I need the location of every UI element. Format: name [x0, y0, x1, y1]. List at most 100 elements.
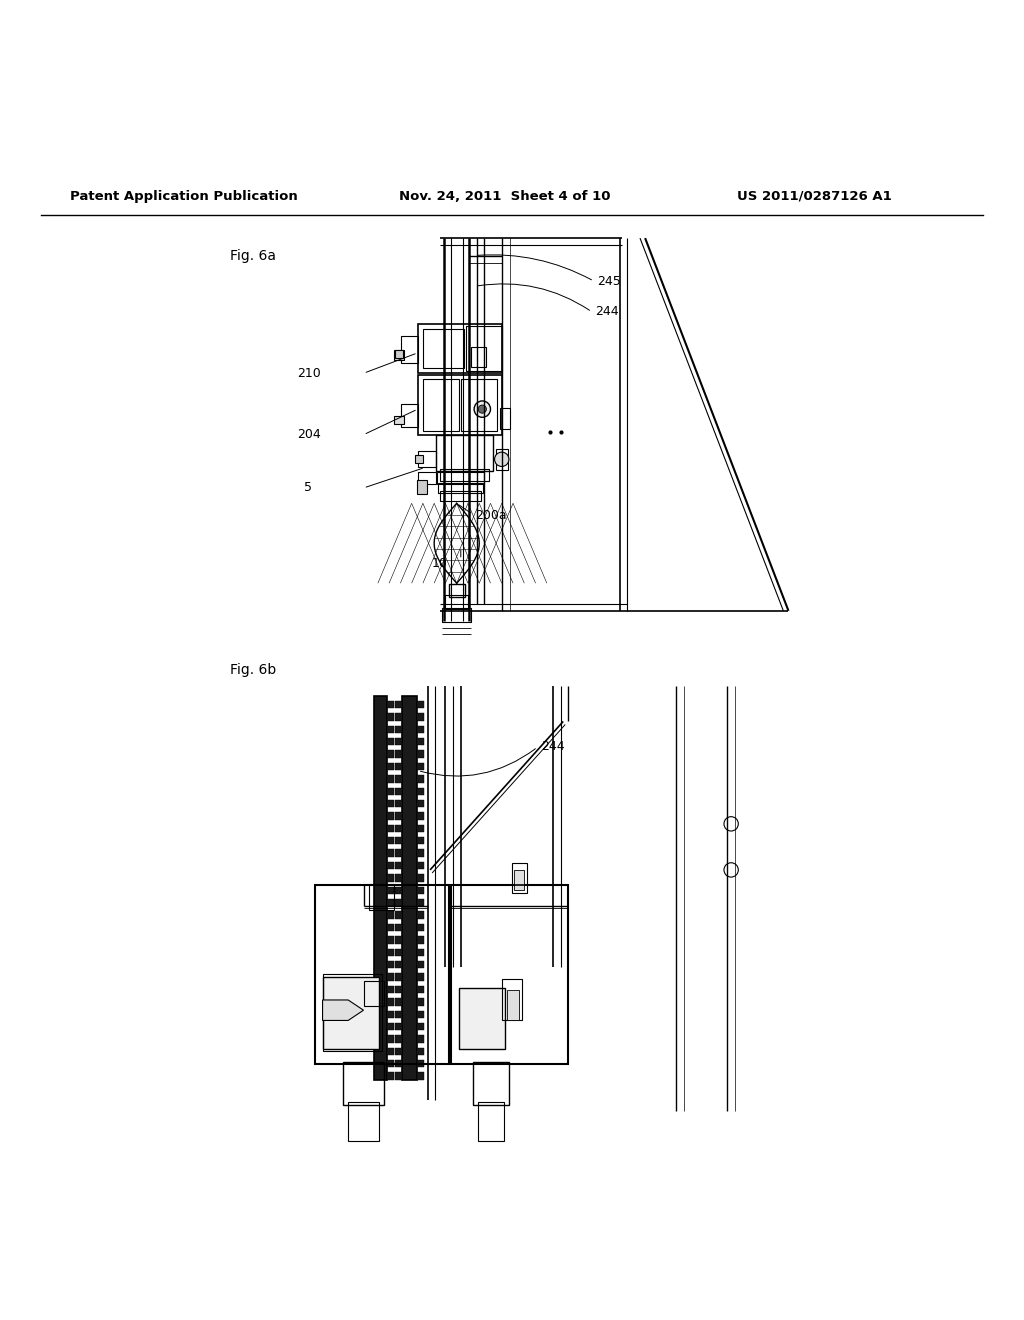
Bar — [395, 1072, 402, 1080]
Bar — [437, 471, 484, 484]
Bar — [417, 949, 424, 956]
Bar — [417, 738, 424, 746]
Bar — [417, 986, 424, 993]
Bar — [323, 977, 379, 1049]
Bar — [395, 837, 402, 845]
Bar — [461, 379, 497, 430]
Bar — [395, 775, 402, 783]
Text: US 2011/0287126 A1: US 2011/0287126 A1 — [737, 190, 892, 203]
Bar — [387, 961, 394, 969]
Bar — [417, 899, 424, 907]
Bar — [417, 812, 424, 820]
Bar — [387, 850, 394, 857]
Bar — [449, 585, 465, 597]
Bar — [417, 973, 424, 981]
Bar — [395, 998, 402, 1006]
Bar — [387, 1072, 394, 1080]
Bar — [417, 998, 424, 1006]
Bar — [395, 726, 402, 733]
Bar — [395, 986, 402, 993]
Text: 245: 245 — [597, 275, 621, 288]
Bar — [473, 1063, 509, 1105]
Bar — [415, 455, 423, 463]
Bar — [401, 404, 418, 426]
Bar — [315, 886, 449, 1064]
Bar — [440, 491, 481, 502]
Bar — [445, 595, 468, 609]
Bar — [395, 812, 402, 820]
Bar — [417, 750, 424, 758]
Bar — [395, 763, 402, 770]
Bar — [417, 763, 424, 770]
Bar — [417, 936, 424, 944]
Circle shape — [724, 817, 738, 832]
Bar — [417, 1060, 424, 1068]
Bar — [436, 434, 493, 470]
Bar — [343, 1063, 384, 1105]
Circle shape — [478, 405, 486, 413]
Bar — [395, 750, 402, 758]
Bar — [395, 738, 402, 746]
Text: 244: 244 — [595, 305, 618, 318]
Circle shape — [495, 453, 509, 466]
Bar — [387, 949, 394, 956]
Bar — [387, 1060, 394, 1068]
Bar — [387, 1023, 394, 1031]
Bar — [417, 479, 427, 494]
Text: Fig. 6a: Fig. 6a — [230, 248, 276, 263]
Bar — [417, 1011, 424, 1018]
Bar — [387, 1035, 394, 1043]
Text: Patent Application Publication: Patent Application Publication — [70, 190, 297, 203]
Bar — [348, 1102, 379, 1142]
Bar — [417, 1023, 424, 1031]
Bar — [417, 874, 424, 882]
Bar — [387, 750, 394, 758]
Bar — [417, 701, 424, 709]
Bar — [401, 337, 418, 363]
Polygon shape — [323, 1001, 364, 1020]
Bar — [471, 347, 486, 367]
Bar — [387, 713, 394, 721]
Bar — [387, 874, 394, 882]
Bar — [395, 1048, 402, 1055]
Bar — [387, 788, 394, 795]
Bar — [417, 800, 424, 808]
Bar — [417, 862, 424, 870]
Bar — [438, 483, 483, 494]
Bar — [496, 449, 508, 470]
Bar — [395, 949, 402, 956]
Bar — [387, 936, 394, 944]
Bar — [417, 1035, 424, 1043]
Bar — [417, 825, 424, 832]
Bar — [387, 701, 394, 709]
Bar — [394, 350, 404, 360]
Bar — [387, 775, 394, 783]
Bar — [395, 1023, 402, 1031]
Bar — [387, 924, 394, 931]
Circle shape — [474, 401, 490, 417]
Bar — [387, 1011, 394, 1018]
Bar — [395, 1060, 402, 1068]
Bar — [387, 825, 394, 832]
Bar — [418, 375, 502, 434]
Text: Fig. 6b: Fig. 6b — [230, 663, 276, 677]
Bar — [394, 416, 404, 425]
Bar — [387, 1048, 394, 1055]
Bar — [466, 326, 502, 371]
Bar — [451, 886, 568, 1064]
Bar — [417, 850, 424, 857]
Bar — [395, 973, 402, 981]
Bar — [395, 862, 402, 870]
Text: 200a: 200a — [475, 510, 507, 523]
Bar — [395, 1011, 402, 1018]
Bar — [417, 775, 424, 783]
Bar — [395, 936, 402, 944]
Circle shape — [724, 863, 738, 876]
Text: 210: 210 — [297, 367, 321, 380]
Bar — [512, 863, 527, 894]
Bar — [395, 713, 402, 721]
Bar — [395, 800, 402, 808]
Bar — [423, 329, 464, 368]
Text: 244: 244 — [541, 739, 564, 752]
Bar — [387, 726, 394, 733]
